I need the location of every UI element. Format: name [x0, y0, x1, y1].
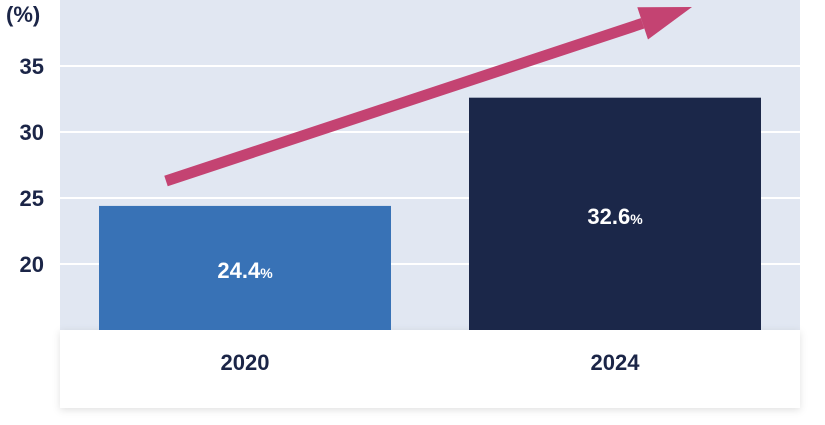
y-tick-label: 25	[20, 186, 44, 211]
y-axis-ticks: 20 25 30 35	[20, 54, 44, 277]
bar	[99, 205, 391, 330]
data-labels: 24.4% 32.6%	[217, 204, 643, 283]
y-tick-label: 30	[20, 120, 44, 145]
trend-arrow	[164, 7, 692, 187]
bars	[99, 97, 761, 331]
category-axis-band	[60, 330, 800, 408]
data-label: 32.6%	[587, 204, 643, 229]
y-tick-label: 20	[20, 252, 44, 277]
trend-arrow-head	[637, 7, 692, 40]
bar	[469, 97, 761, 331]
category-label: 2020	[221, 350, 270, 375]
y-axis-unit-label: (%)	[6, 2, 40, 27]
category-labels: 2020 2024	[221, 350, 641, 375]
y-tick-label: 35	[20, 54, 44, 79]
category-label: 2024	[591, 350, 641, 375]
trend-arrow-shaft	[164, 18, 645, 187]
data-label: 24.4%	[217, 258, 273, 283]
